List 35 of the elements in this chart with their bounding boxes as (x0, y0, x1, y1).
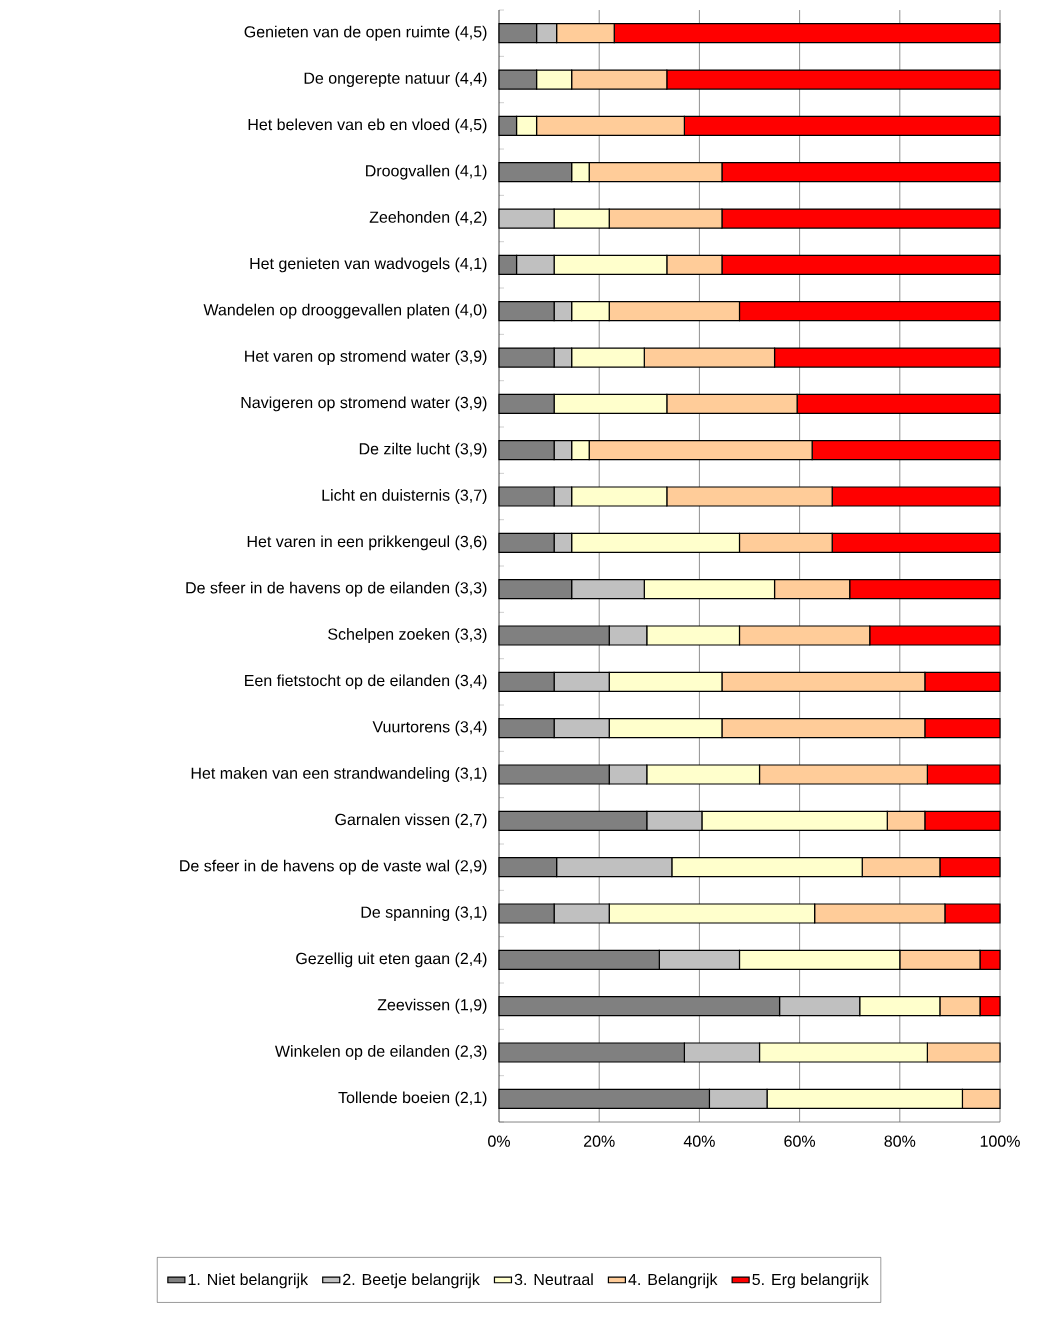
y-tick-label: Het maken van een strandwandeling (3,1) (191, 767, 487, 782)
x-tick-label: 40% (683, 1135, 715, 1147)
y-tick-label: De zilte lucht (3,9) (359, 442, 487, 458)
y-tick-label: Wandelen op drooggevallen platen (4,0) (203, 303, 487, 319)
legend-label: 5. Erg belangrijk (752, 1273, 869, 1289)
y-tick-label: Licht en duisternis (3,7) (322, 489, 487, 504)
x-tick-label: 0% (488, 1135, 510, 1147)
legend-label: 1. Niet belangrijk (188, 1273, 309, 1289)
legend-label: 3. Neutraal (514, 1273, 593, 1286)
x-tick-label: 80% (884, 1135, 916, 1147)
y-tick-label: De sfeer in de havens op de eilanden (3,3) (186, 581, 487, 597)
y-tick-label: Garnalen vissen (2,7) (335, 813, 487, 829)
y-tick-label: Tollende boeien (2,1) (338, 1091, 487, 1107)
x-tick-label: 100% (980, 1135, 1020, 1147)
y-tick-label: Vuurtorens (3,4) (372, 720, 487, 736)
y-tick-label: Schelpen zoeken (3,3) (328, 628, 487, 643)
y-tick-label: Zeevissen (1,9) (377, 998, 487, 1014)
y-tick-label: Droogvallen (4,1) (366, 164, 487, 180)
y-tick-label: Genieten van de open ruimte (4,5) (244, 25, 487, 41)
y-tick-label: Winkelen op de eilanden (2,3) (274, 1045, 487, 1060)
y-tick-label: Gezellig uit eten gaan (2,4) (296, 952, 487, 968)
legend-label: 2. Beetje belangrijk (343, 1273, 480, 1289)
y-tick-label: Het beleven van eb en vloed (4,5) (248, 118, 487, 134)
y-tick-label: Een fietstocht op de eilanden (3,4) (245, 674, 487, 690)
y-tick-label: Het varen in een prikkengeul (3,6) (247, 535, 487, 551)
y-tick-label: De ongerepte natuur (4,4) (304, 72, 487, 87)
y-tick-label: Navigeren op stromend water (3,9) (241, 396, 487, 412)
y-tick-label: De spanning (3,1) (361, 906, 487, 921)
legend-label: 4. Belangrijk (628, 1273, 718, 1289)
x-tick-label: 60% (784, 1135, 816, 1147)
x-tick-label: 20% (584, 1135, 615, 1147)
y-tick-label: Het varen op stromend water (3,9) (245, 350, 487, 365)
y-tick-label: De sfeer in de havens op de vaste wal (2,9) (180, 859, 487, 875)
y-tick-label: Het genieten van wadvogels (4,1) (250, 257, 487, 273)
y-tick-label: Zeehonden (4,2) (369, 211, 487, 226)
